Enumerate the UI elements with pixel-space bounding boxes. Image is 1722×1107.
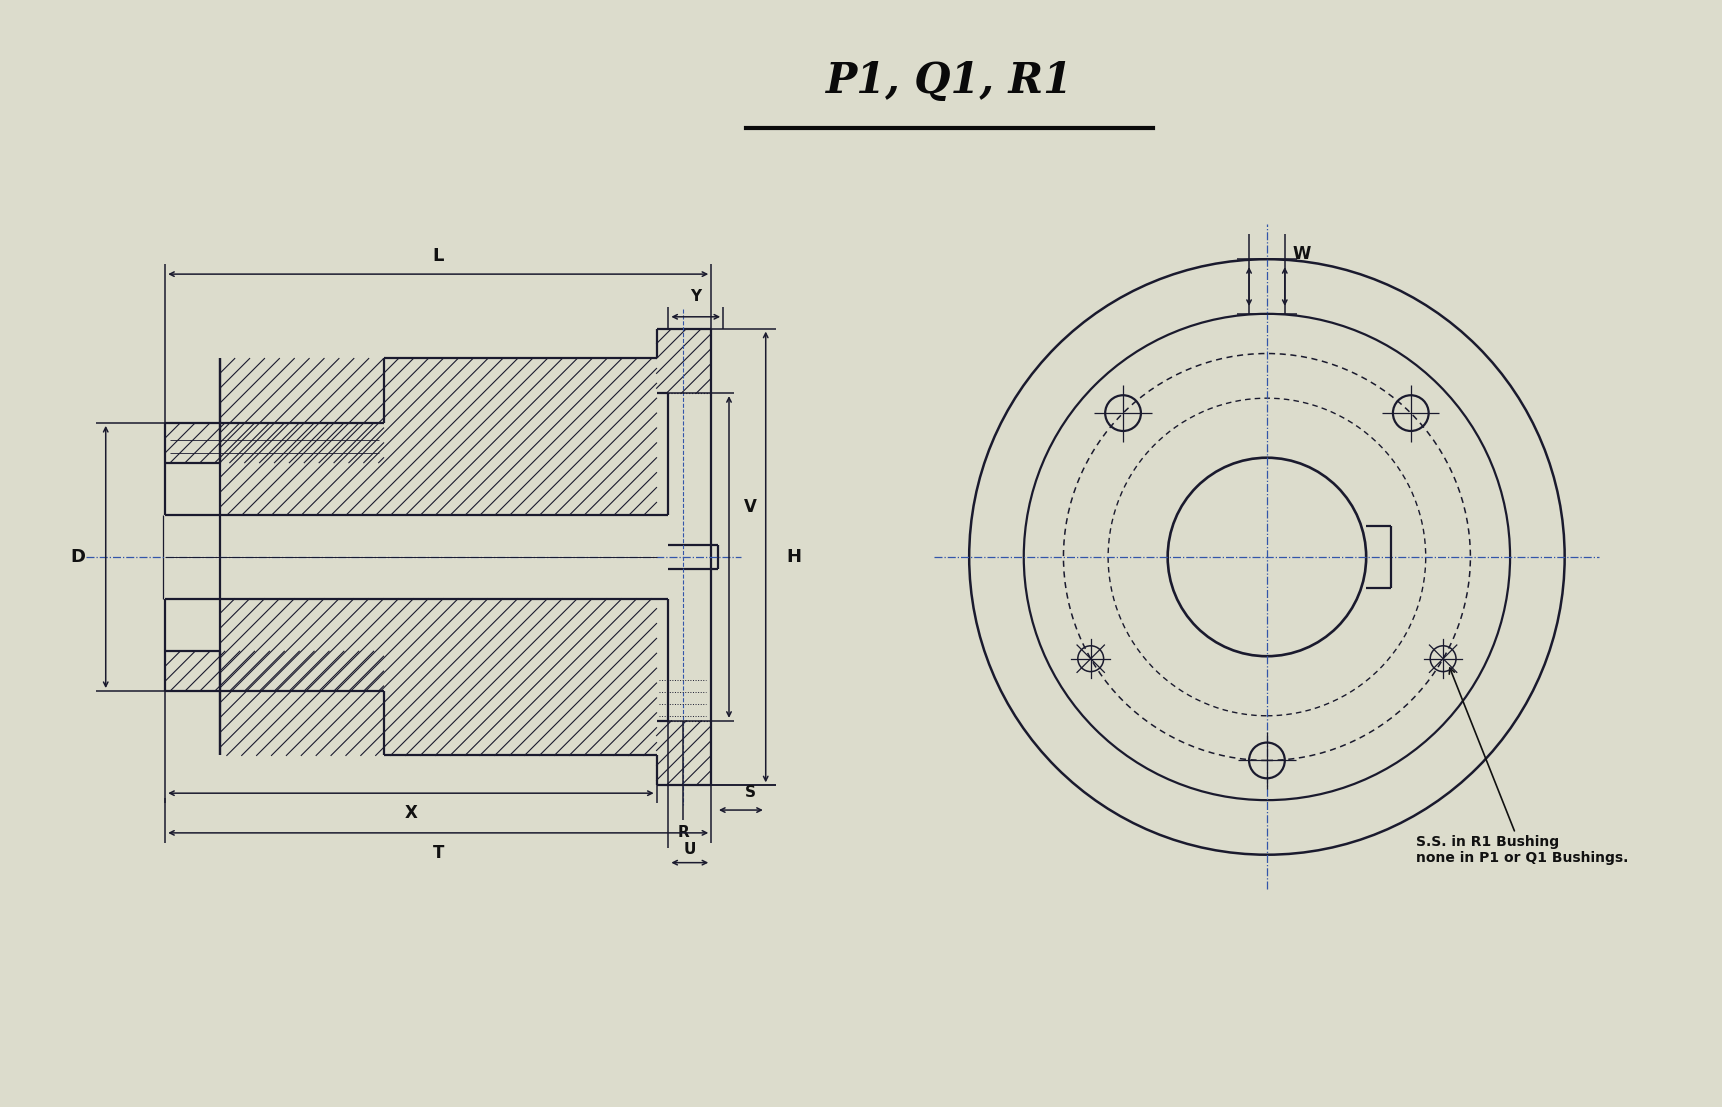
Text: X: X [405,804,417,823]
Text: W: W [1293,246,1310,263]
Text: H: H [785,548,801,566]
Text: V: V [744,498,758,516]
Text: R: R [677,826,689,840]
Text: U: U [684,842,696,857]
Text: Y: Y [691,289,701,304]
Text: T: T [432,844,444,861]
Text: P1, Q1, R1: P1, Q1, R1 [827,60,1073,102]
Text: S.S. in R1 Bushing
none in P1 or Q1 Bushings.: S.S. in R1 Bushing none in P1 or Q1 Bush… [1415,668,1629,865]
Text: S: S [746,785,756,799]
Text: L: L [432,247,444,266]
Text: D: D [71,548,86,566]
